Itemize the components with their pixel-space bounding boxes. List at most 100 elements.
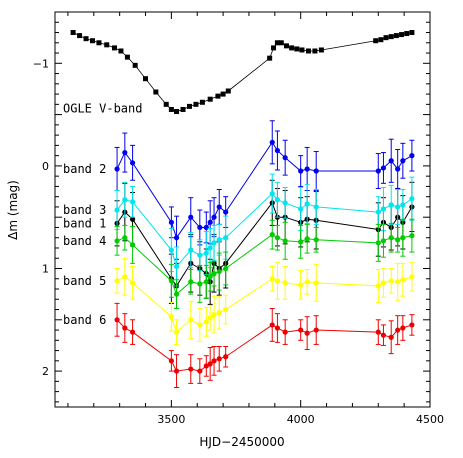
data-point bbox=[168, 314, 174, 320]
data-point bbox=[388, 158, 394, 164]
data-point bbox=[188, 317, 194, 323]
ogle-data bbox=[70, 30, 415, 115]
ogle-line bbox=[72, 32, 412, 112]
data-point bbox=[375, 168, 381, 174]
data-point bbox=[313, 327, 319, 333]
x-tick-label: 4500 bbox=[416, 413, 444, 426]
data-point bbox=[173, 235, 180, 241]
ogle-point bbox=[83, 36, 89, 42]
data-point bbox=[304, 201, 310, 207]
data-point bbox=[207, 245, 213, 251]
data-point bbox=[269, 190, 275, 197]
data-point bbox=[122, 325, 128, 331]
ogle-point bbox=[283, 43, 289, 49]
ogle-point bbox=[267, 55, 273, 61]
data-point bbox=[375, 209, 381, 215]
data-point bbox=[223, 306, 229, 313]
band-line bbox=[116, 201, 413, 287]
data-point bbox=[203, 250, 209, 256]
data-point bbox=[168, 219, 174, 225]
ogle-point bbox=[124, 54, 130, 60]
x-axis-title: HJD−2450000 bbox=[199, 435, 284, 449]
data-point bbox=[304, 330, 310, 336]
data-point bbox=[173, 291, 180, 297]
data-point bbox=[282, 200, 288, 206]
ogle-point bbox=[70, 30, 76, 36]
data-point bbox=[298, 206, 304, 212]
ogle-point bbox=[289, 45, 295, 51]
data-point bbox=[114, 166, 120, 172]
data-point bbox=[223, 265, 229, 272]
x-axis: 3500 4000 4500 bbox=[67, 12, 444, 426]
data-point bbox=[114, 317, 120, 323]
band-line bbox=[116, 141, 413, 239]
series-label-band-3: band 3 bbox=[63, 203, 106, 217]
band-line bbox=[116, 192, 413, 268]
x-tick-label: 3500 bbox=[157, 413, 185, 426]
data-point bbox=[274, 197, 281, 203]
data-point bbox=[395, 279, 401, 285]
band-data bbox=[114, 120, 415, 389]
ogle-point bbox=[294, 46, 300, 52]
data-point bbox=[375, 240, 381, 246]
series-label-band-2: band 2 bbox=[63, 162, 106, 176]
data-point bbox=[129, 160, 136, 166]
series-labels: OGLE V-band band 1 band 2 band 3 band 4 band … bbox=[63, 101, 142, 326]
data-point bbox=[409, 153, 415, 159]
data-point bbox=[269, 276, 275, 282]
ogle-point bbox=[199, 99, 205, 105]
ogle-point bbox=[318, 47, 324, 53]
data-point bbox=[129, 329, 136, 335]
ogle-point bbox=[312, 48, 318, 54]
y-tick-label: 2 bbox=[42, 365, 49, 378]
data-point bbox=[197, 224, 203, 231]
data-point bbox=[375, 329, 381, 335]
data-point bbox=[114, 238, 120, 244]
data-point bbox=[274, 235, 281, 241]
ogle-point bbox=[207, 96, 213, 102]
data-point bbox=[380, 332, 387, 338]
series-label-band-5: band 5 bbox=[63, 274, 106, 288]
data-point bbox=[114, 278, 120, 284]
ogle-point bbox=[174, 109, 180, 115]
data-point bbox=[223, 235, 229, 241]
data-point bbox=[269, 139, 275, 145]
data-point bbox=[388, 202, 394, 208]
data-point bbox=[211, 214, 217, 220]
data-point bbox=[168, 358, 174, 364]
data-point bbox=[388, 278, 394, 284]
data-point bbox=[197, 252, 203, 258]
ogle-point bbox=[193, 101, 199, 107]
data-point bbox=[304, 166, 310, 172]
data-point bbox=[216, 204, 222, 210]
data-point bbox=[129, 280, 136, 286]
data-point bbox=[203, 224, 209, 231]
data-point bbox=[313, 237, 319, 243]
ogle-point bbox=[153, 89, 159, 95]
data-point bbox=[129, 242, 136, 248]
data-point bbox=[211, 312, 217, 318]
data-point bbox=[168, 278, 174, 284]
y-axis: −1 0 1 2 bbox=[33, 21, 430, 403]
data-point bbox=[395, 327, 401, 333]
data-point bbox=[409, 274, 415, 280]
ogle-point bbox=[77, 33, 83, 39]
ogle-point bbox=[271, 45, 277, 51]
data-point bbox=[168, 247, 174, 253]
x-tick-label: 4000 bbox=[287, 413, 315, 426]
ogle-point bbox=[388, 34, 394, 40]
data-point bbox=[282, 280, 288, 286]
data-point bbox=[375, 283, 381, 289]
data-point bbox=[223, 354, 229, 360]
series-label-band-6: band 6 bbox=[63, 313, 106, 327]
data-point bbox=[380, 280, 387, 286]
data-point bbox=[304, 279, 310, 285]
data-point bbox=[197, 281, 203, 287]
data-point bbox=[380, 238, 387, 244]
data-point bbox=[298, 282, 304, 288]
data-point bbox=[223, 209, 229, 215]
data-point bbox=[207, 274, 213, 280]
data-point bbox=[400, 235, 406, 241]
ogle-point bbox=[132, 62, 138, 68]
data-point bbox=[188, 247, 194, 253]
